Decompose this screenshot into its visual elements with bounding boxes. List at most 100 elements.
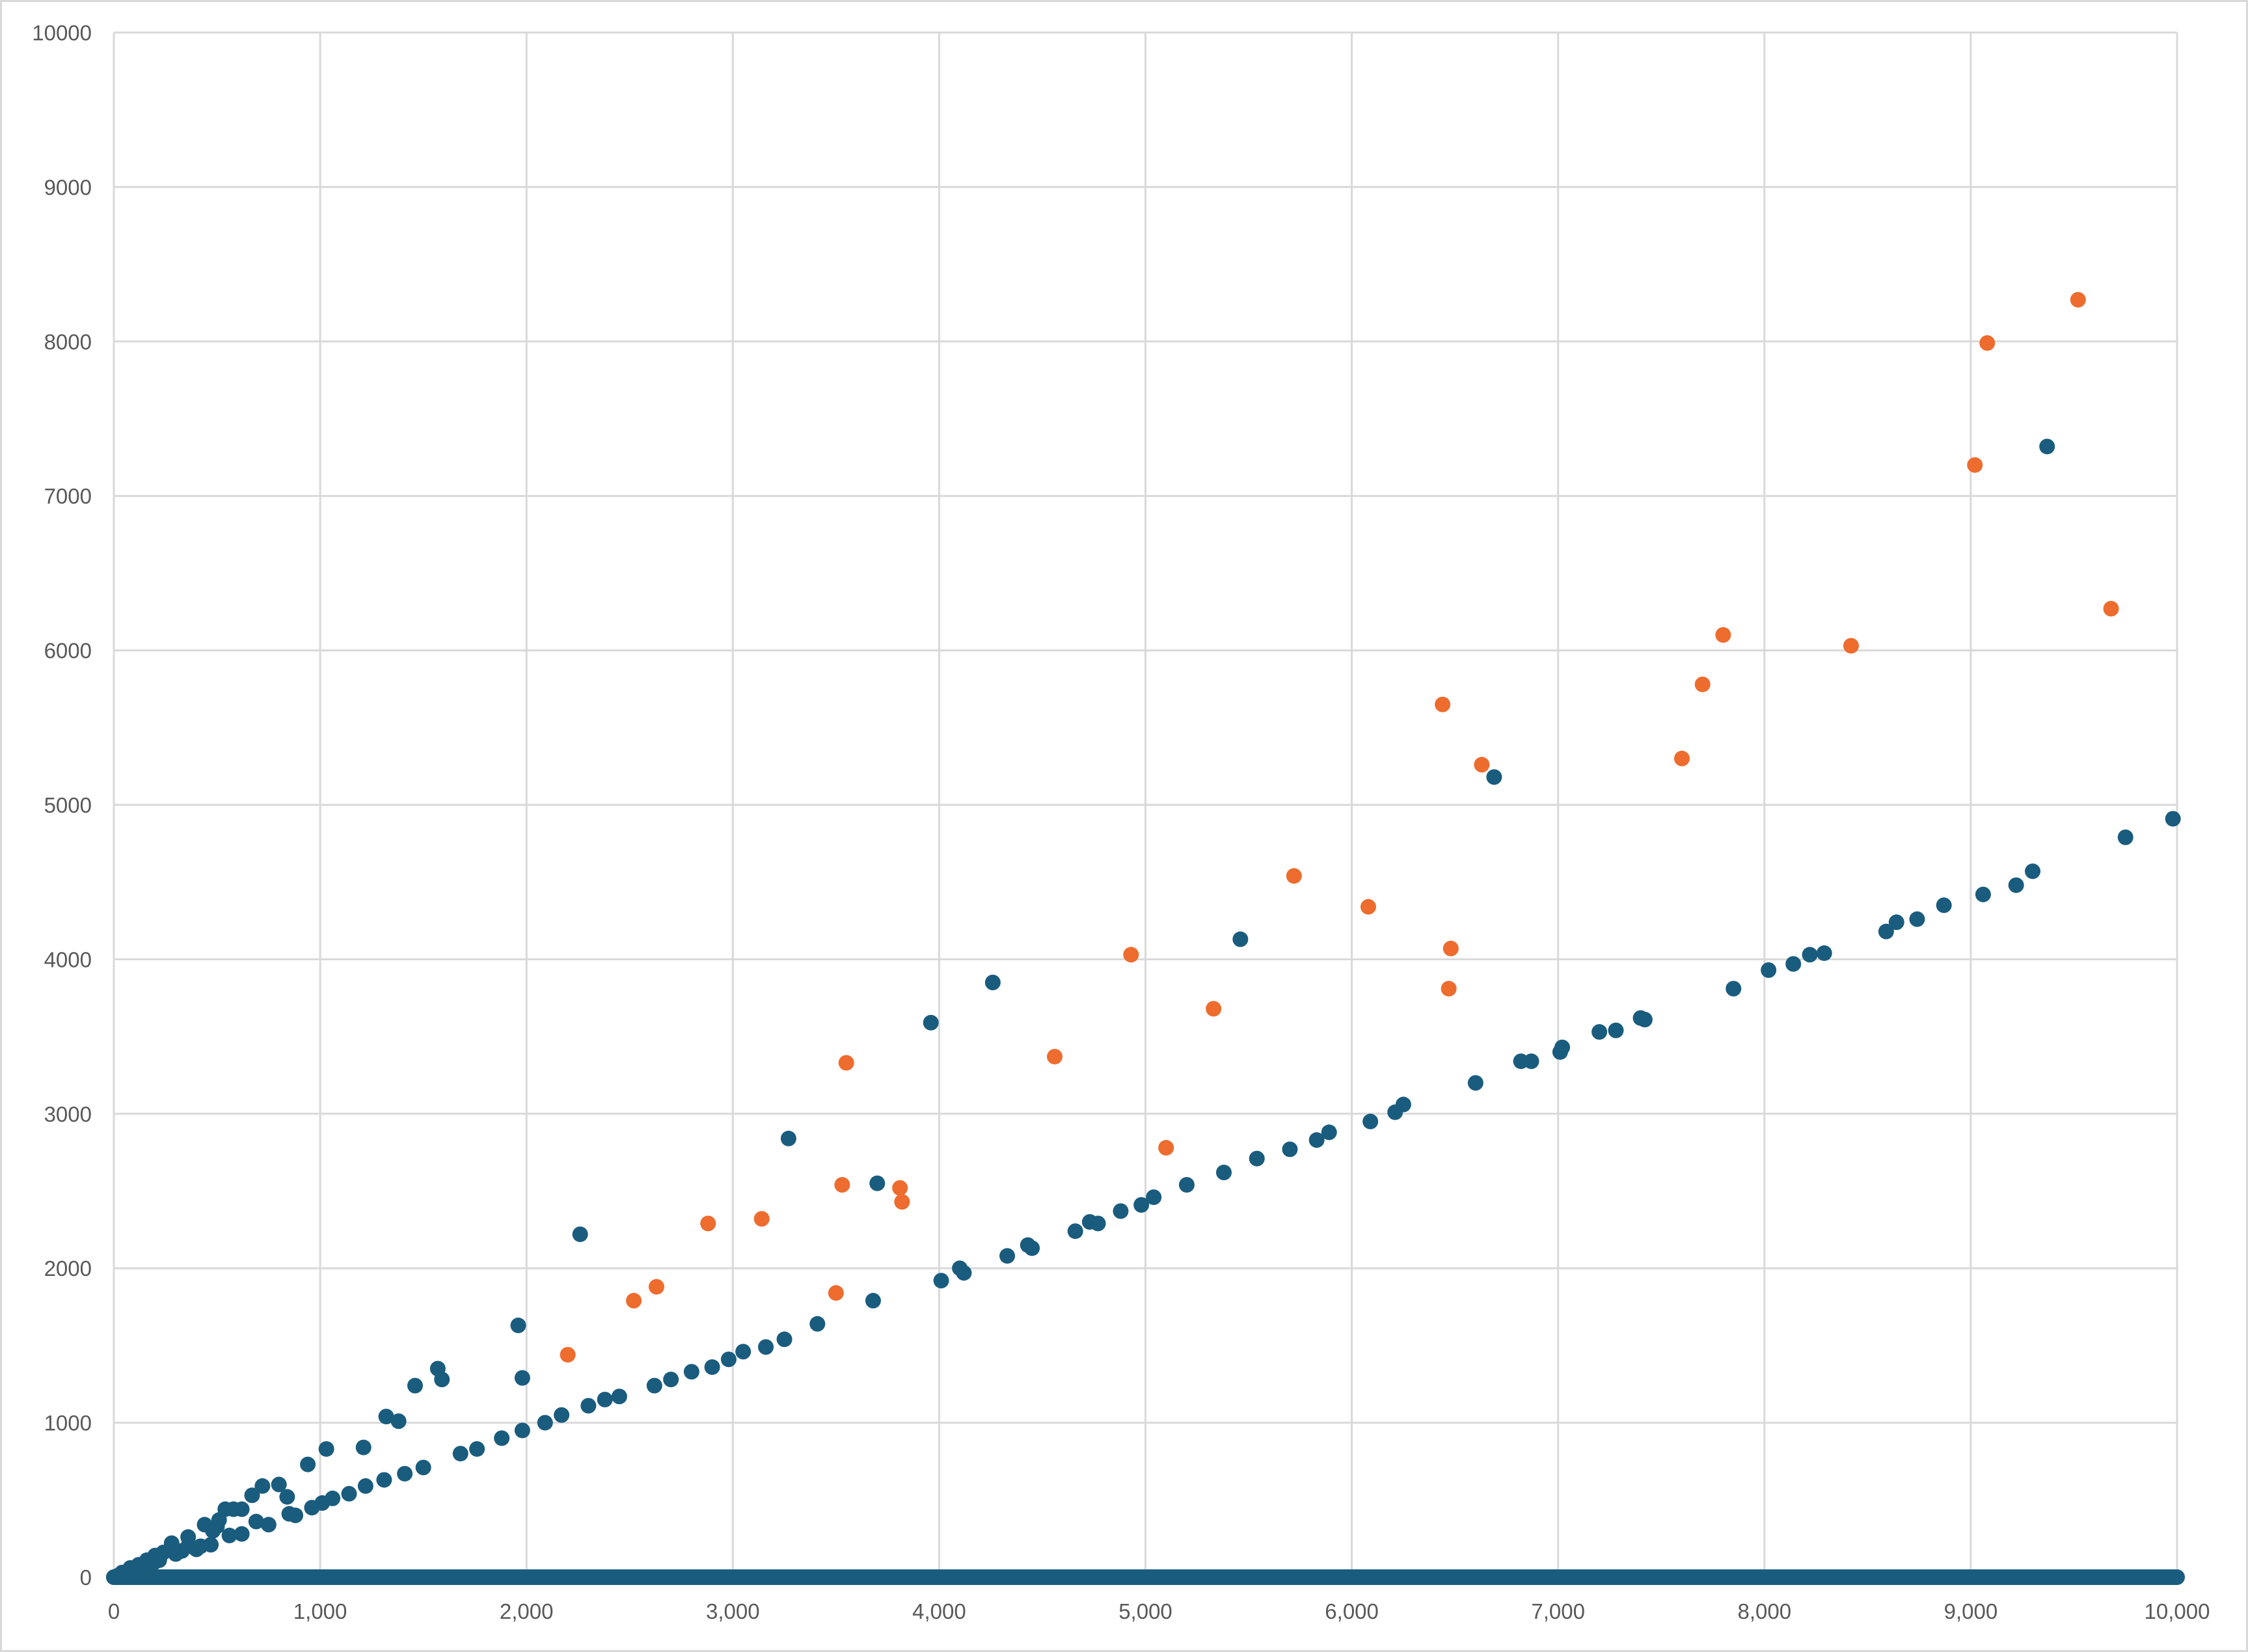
series-2-point — [1694, 676, 1711, 692]
series-1-point — [378, 1409, 394, 1425]
series-1-point — [1467, 1075, 1483, 1091]
series-2-point — [834, 1177, 850, 1193]
series-1-point — [1486, 769, 1502, 785]
series-1-point — [510, 1318, 526, 1334]
y-tick-label: 1000 — [44, 1411, 92, 1435]
series-2-point — [2103, 601, 2119, 617]
series-1-point — [1308, 1132, 1325, 1148]
series-1-point — [300, 1456, 316, 1472]
series-1-point — [1215, 1165, 1232, 1181]
series-1-point — [390, 1413, 407, 1429]
y-tick-label: 2000 — [44, 1256, 92, 1280]
series-1-point — [704, 1359, 720, 1375]
series-1-point — [434, 1372, 450, 1388]
series-1-point — [355, 1439, 372, 1456]
series-1-point — [452, 1446, 468, 1462]
series-1-point — [325, 1490, 341, 1506]
series-1-point — [611, 1388, 627, 1405]
series-1-point — [1591, 1023, 1608, 1040]
series-1-point — [1816, 945, 1832, 961]
x-tick-label: 7,000 — [1531, 1599, 1585, 1623]
series-2-point — [1715, 627, 1731, 643]
series-1-point — [597, 1391, 613, 1407]
x-tick-label: 0 — [108, 1599, 120, 1623]
gridlines — [113, 31, 2178, 1578]
series-1-point — [1554, 1039, 1571, 1055]
series-2-point — [1474, 757, 1490, 773]
series-1-point — [341, 1485, 357, 1502]
series-1-point — [248, 1513, 264, 1530]
series-1-point — [234, 1526, 250, 1542]
series-1-point — [1909, 911, 1925, 927]
y-tick-label: 4000 — [44, 947, 92, 971]
series-2-point — [1967, 457, 1983, 473]
series-1-point — [1785, 956, 1802, 972]
series-2-point — [1360, 899, 1376, 915]
series-1-point — [1067, 1223, 1083, 1239]
series-1-point — [809, 1316, 826, 1332]
series-1-point — [1878, 923, 1894, 940]
series-2-point — [1843, 638, 1859, 654]
series-1-point — [1975, 886, 1991, 902]
series-1-point — [537, 1415, 553, 1431]
series-1-point — [143, 1558, 159, 1575]
series-2-point — [838, 1055, 854, 1071]
series-2-point — [1442, 940, 1459, 956]
series-1-point — [288, 1508, 304, 1524]
series-2-point — [753, 1211, 770, 1227]
series-1-point — [1321, 1124, 1337, 1141]
x-tick-label: 2,000 — [500, 1599, 554, 1623]
series-1-point — [1113, 1203, 1129, 1219]
series-1-point — [221, 1527, 237, 1543]
x-tick-label: 10,000 — [2145, 1599, 2210, 1623]
series-2-point — [894, 1194, 910, 1210]
y-tick-label: 7000 — [44, 484, 92, 508]
x-tick-label: 1,000 — [293, 1599, 347, 1623]
series-1-point — [415, 1459, 431, 1476]
series-1-point — [244, 1487, 260, 1504]
series-1-point — [2008, 877, 2024, 893]
series-1-point — [1761, 962, 1777, 979]
series-1-point — [2025, 863, 2041, 880]
y-tick-label: 3000 — [44, 1102, 92, 1126]
series-1-point — [1523, 1053, 1539, 1070]
x-tick-label: 8,000 — [1738, 1599, 1792, 1623]
series-1-point — [494, 1430, 510, 1446]
series-2-point — [1158, 1140, 1174, 1156]
series-2-point — [626, 1293, 642, 1309]
y-tick-label: 9000 — [44, 175, 92, 199]
series-1-point — [1146, 1189, 1162, 1205]
series-1-point — [984, 975, 1001, 991]
series-1-point — [1024, 1240, 1040, 1256]
series-1-point — [469, 1441, 485, 1457]
series-1-point — [758, 1339, 774, 1355]
series-1-point — [357, 1478, 373, 1494]
series-1-point — [646, 1377, 662, 1394]
y-tick-label: 10000 — [32, 21, 92, 45]
series-1-point — [279, 1489, 295, 1505]
series-2-point — [700, 1215, 716, 1232]
x-tick-label: 3,000 — [706, 1599, 760, 1623]
series-2-point — [892, 1180, 908, 1196]
series-1-point — [397, 1465, 413, 1482]
series-1-point — [663, 1372, 679, 1388]
series-1-point — [1133, 1197, 1150, 1213]
series-1-point — [180, 1538, 196, 1554]
series-1-point — [514, 1422, 530, 1439]
series-1-point — [683, 1364, 699, 1380]
series-1-point — [933, 1273, 949, 1289]
y-tick-label: 6000 — [44, 639, 92, 663]
series-1-point — [572, 1226, 588, 1242]
series-1-point — [865, 1293, 881, 1309]
series-2-point — [1441, 981, 1457, 997]
series-1-point — [271, 1476, 287, 1493]
series-1-point — [1232, 931, 1249, 947]
series-1-point — [1936, 897, 1952, 914]
series-1-point — [1395, 1096, 1411, 1113]
series-1-point — [1090, 1215, 1106, 1232]
series-1-point — [376, 1472, 392, 1488]
series-1-point — [407, 1377, 423, 1394]
series-1-point — [999, 1248, 1016, 1264]
